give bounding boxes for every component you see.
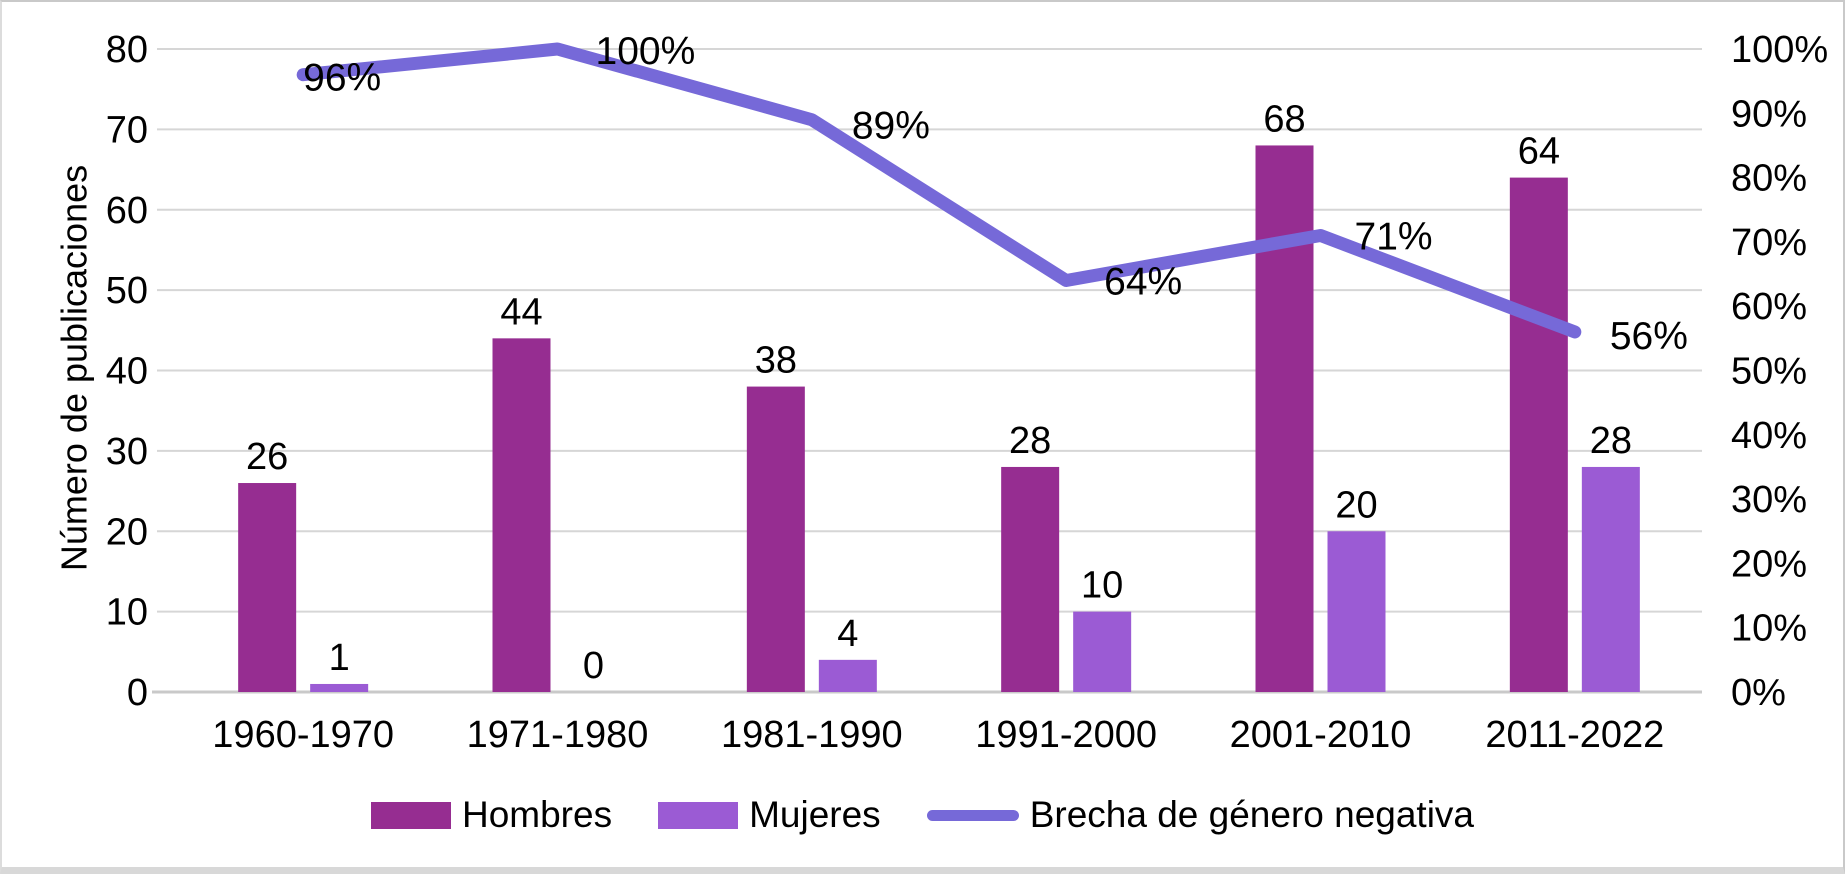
x-category-label: 1971-1980 (467, 714, 649, 756)
y2-axis-tick-label: 0% (1731, 672, 1786, 714)
y-axis-title: Número de publicaciones (54, 165, 95, 571)
x-category-label: 1960-1970 (212, 714, 394, 756)
y2-axis-tick-label: 20% (1731, 543, 1807, 585)
y2-axis-tick-label: 10% (1731, 608, 1807, 650)
bar-value-label: 4 (837, 613, 858, 655)
bar-mujeres-1960-1970 (310, 683, 369, 692)
y-axis-tick-label: 70 (106, 109, 148, 151)
line-value-label: 96% (303, 57, 381, 100)
bar-value-label: 68 (1263, 98, 1305, 140)
legend-item-brecha: Brecha de género negativa (926, 794, 1475, 836)
bar-mujeres-1991-2000 (1073, 611, 1132, 692)
line-value-label: 89% (852, 105, 930, 148)
axis-ticks-group: 010203040506070800%10%20%30%40%50%60%70%… (106, 29, 1828, 756)
bar-value-label: 26 (246, 436, 288, 478)
bar-value-label: 44 (500, 291, 542, 333)
y-axis-tick-label: 40 (106, 351, 148, 393)
legend-swatch-mujeres (658, 801, 739, 829)
bar-value-label: 38 (755, 340, 797, 382)
bar-value-label: 10 (1081, 565, 1123, 607)
y-axis-tick-label: 50 (106, 270, 148, 312)
bar-value-label: 20 (1335, 484, 1377, 526)
line-value-label: 64% (1104, 260, 1182, 303)
y2-axis-tick-label: 50% (1731, 351, 1807, 393)
y2-axis-tick-label: 90% (1731, 93, 1807, 135)
y-axis-tick-label: 30 (106, 431, 148, 473)
x-category-label: 1991-2000 (975, 714, 1157, 756)
line-value-label: 71% (1355, 215, 1433, 258)
line-series-group (296, 42, 1582, 339)
y2-axis-tick-label: 70% (1731, 222, 1807, 264)
y2-axis-tick-label: 100% (1731, 29, 1828, 71)
legend-label-brecha: Brecha de género negativa (1029, 794, 1475, 835)
line-value-label: 100% (596, 30, 696, 73)
gridlines-group (152, 48, 1702, 694)
bar-mujeres-2001-2010 (1327, 531, 1386, 692)
line-brecha-de-genero (296, 42, 1582, 339)
bar-hombres-1991-2000 (1001, 466, 1060, 692)
legend: Hombres Mujeres Brecha de género negativ… (2, 794, 1843, 836)
x-category-label: 1981-1990 (721, 714, 903, 756)
bar-value-label: 28 (1590, 420, 1632, 462)
bar-value-label: 0 (583, 645, 604, 687)
legend-swatch-hombres (370, 801, 451, 829)
x-category-label: 2011-2022 (1485, 714, 1664, 756)
y2-axis-tick-label: 60% (1731, 286, 1807, 328)
bar-hombres-1960-1970 (238, 483, 297, 692)
bar-mujeres-1981-1990 (818, 659, 877, 692)
y-axis-tick-label: 10 (106, 592, 148, 634)
bar-value-label: 28 (1009, 420, 1051, 462)
legend-label-mujeres: Mujeres (749, 794, 881, 835)
y-axis-tick-label: 20 (106, 511, 148, 553)
y2-axis-tick-label: 30% (1731, 479, 1807, 521)
legend-item-mujeres: Mujeres (658, 794, 881, 836)
legend-label-hombres: Hombres (461, 794, 613, 835)
bar-hombres-2001-2010 (1255, 145, 1314, 692)
bars-group (238, 145, 1640, 693)
y2-axis-tick-label: 40% (1731, 415, 1807, 457)
legend-item-hombres: Hombres (370, 794, 613, 836)
bar-hombres-2011-2022 (1509, 177, 1568, 693)
bar-value-label: 64 (1518, 131, 1560, 173)
y-axis-tick-label: 80 (106, 29, 148, 71)
legend-swatch-brecha-line (926, 809, 1019, 821)
x-category-label: 2001-2010 (1230, 714, 1412, 756)
bar-value-label: 1 (329, 637, 350, 679)
line-value-label: 56% (1610, 315, 1688, 358)
bar-mujeres-2011-2022 (1581, 466, 1640, 692)
bar-hombres-1981-1990 (746, 386, 805, 692)
y-axis-tick-label: 0 (127, 672, 148, 714)
y-axis-tick-label: 60 (106, 190, 148, 232)
y2-axis-tick-label: 80% (1731, 158, 1807, 200)
bar-hombres-1971-1980 (492, 338, 551, 692)
